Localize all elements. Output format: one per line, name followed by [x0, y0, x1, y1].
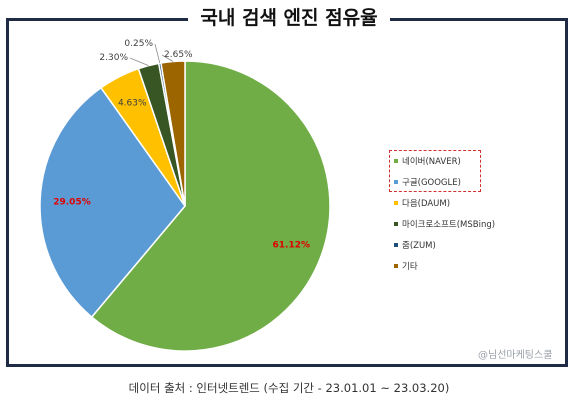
slice-label-1: 29.05% [53, 197, 91, 207]
slice-label-0: 61.12% [273, 241, 311, 251]
legend-item-1: 구글(GOOGLE) [388, 171, 568, 192]
legend-item-3: 마이크로소프트(MSBing) [388, 213, 568, 234]
slice-label-2: 4.63% [118, 99, 147, 109]
legend-swatch-2 [394, 200, 398, 205]
legend-swatch-0 [394, 158, 398, 163]
legend-swatch-1 [394, 179, 398, 184]
pie-slice-0 [90, 60, 331, 352]
legend-swatch-3 [394, 221, 398, 226]
legend-label-3: 마이크로소프트(MSBing) [402, 219, 496, 230]
chart-title: 국내 검색 엔진 점유율 [188, 2, 390, 34]
title-bar: 국내 검색 엔진 점유율 [0, 2, 578, 34]
legend-highlight-box [389, 150, 481, 192]
legend-label-5: 기타 [402, 261, 418, 272]
data-source: 데이터 출처 : 인터넷트렌드 (수집 기간 - 23.01.01 ~ 23.0… [128, 381, 450, 395]
pie-slice-1 [39, 86, 186, 319]
legend: 네이버(NAVER) 구글(GOOGLE) 다음(DAUM) 마이크로소프트(MSBi… [388, 150, 568, 276]
legend-label-0: 네이버(NAVER) [402, 156, 461, 167]
leader-line-4 [154, 43, 161, 64]
leader-line-3 [129, 57, 149, 67]
slice-label-4: 0.25% [124, 39, 153, 49]
watermark: @님선마케팅스쿨 [478, 350, 553, 361]
legend-label-4: 줌(ZUM) [402, 240, 436, 251]
legend-item-5: 기타 [388, 255, 568, 276]
legend-label-2: 다음(DAUM) [402, 198, 451, 209]
slice-label-5: 2.65% [164, 50, 193, 60]
slice-label-3: 2.30% [99, 53, 128, 63]
legend-item-2: 다음(DAUM) [388, 192, 568, 213]
legend-swatch-5 [394, 263, 398, 268]
legend-swatch-4 [394, 242, 398, 247]
legend-item-0: 네이버(NAVER) [388, 150, 568, 171]
legend-label-1: 구글(GOOGLE) [402, 177, 461, 188]
leader-line-5 [161, 54, 174, 62]
legend-item-4: 줌(ZUM) [388, 234, 568, 255]
